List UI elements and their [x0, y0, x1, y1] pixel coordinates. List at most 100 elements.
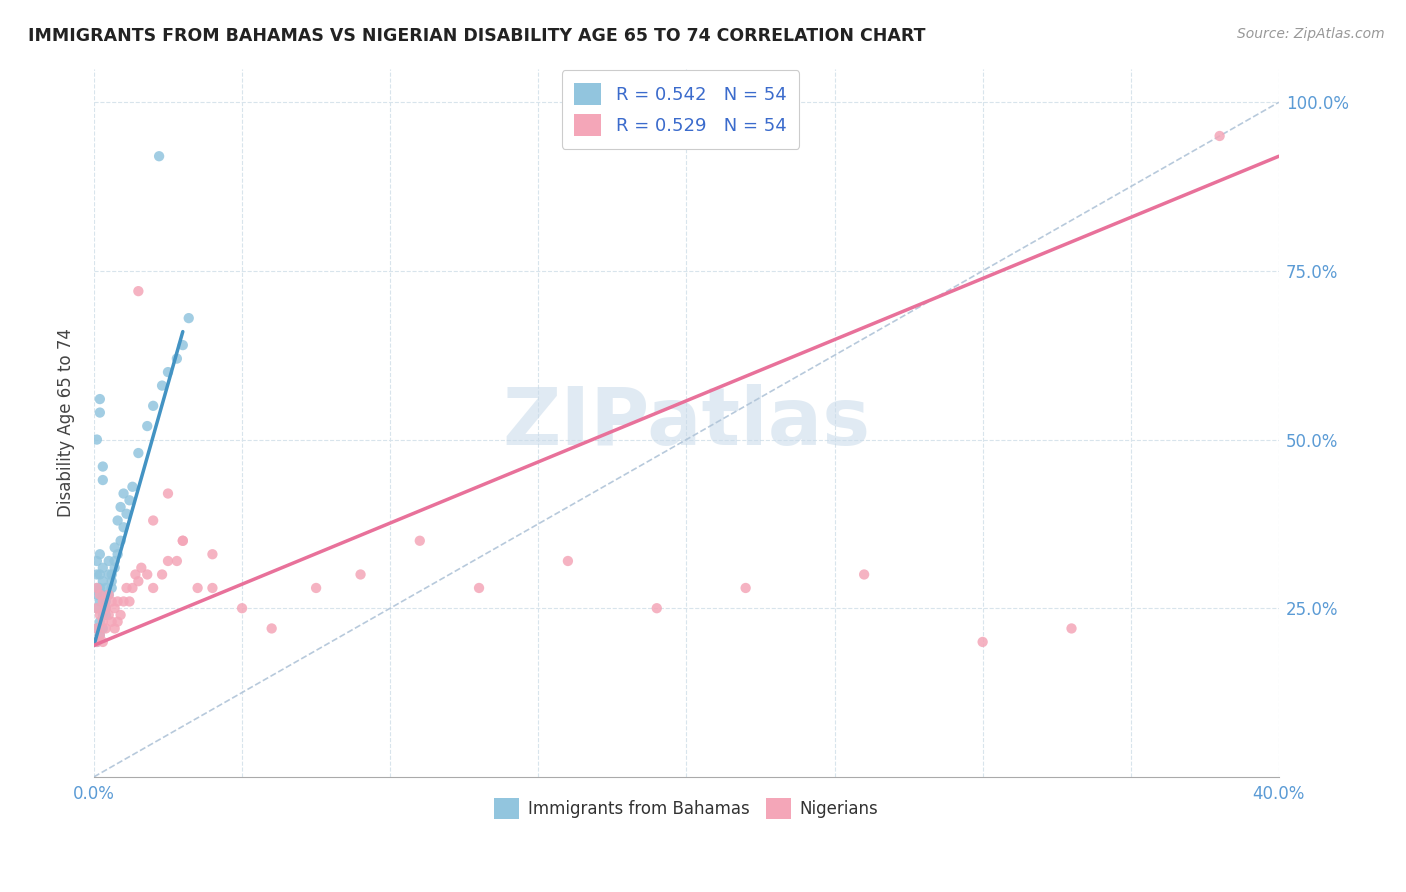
- Point: [97, 588, 120, 602]
- Point: [201, 547, 224, 561]
- Point: [972, 635, 994, 649]
- Point: [89, 628, 111, 642]
- Point: [110, 607, 132, 622]
- Point: [94, 607, 117, 622]
- Point: [94, 622, 117, 636]
- Point: [172, 338, 194, 352]
- Point: [100, 567, 122, 582]
- Point: [89, 607, 111, 622]
- Point: [645, 601, 668, 615]
- Point: [142, 581, 165, 595]
- Point: [110, 500, 132, 514]
- Point: [100, 594, 122, 608]
- Point: [107, 615, 129, 629]
- Point: [91, 635, 114, 649]
- Text: ZIPatlas: ZIPatlas: [502, 384, 870, 462]
- Point: [89, 615, 111, 629]
- Text: Source: ZipAtlas.com: Source: ZipAtlas.com: [1237, 27, 1385, 41]
- Point: [112, 520, 135, 534]
- Point: [86, 601, 108, 615]
- Point: [172, 533, 194, 548]
- Point: [115, 507, 138, 521]
- Point: [557, 554, 579, 568]
- Point: [86, 635, 108, 649]
- Point: [104, 622, 127, 636]
- Point: [91, 594, 114, 608]
- Point: [94, 601, 117, 615]
- Point: [89, 581, 111, 595]
- Point: [156, 486, 179, 500]
- Point: [231, 601, 253, 615]
- Point: [127, 574, 149, 589]
- Point: [104, 601, 127, 615]
- Point: [166, 554, 188, 568]
- Point: [86, 601, 108, 615]
- Point: [127, 446, 149, 460]
- Point: [156, 365, 179, 379]
- Point: [131, 560, 153, 574]
- Point: [91, 560, 114, 574]
- Point: [94, 601, 117, 615]
- Point: [86, 554, 108, 568]
- Point: [107, 514, 129, 528]
- Point: [86, 622, 108, 636]
- Point: [853, 567, 876, 582]
- Point: [89, 588, 111, 602]
- Legend: Immigrants from Bahamas, Nigerians: Immigrants from Bahamas, Nigerians: [488, 791, 884, 825]
- Point: [112, 594, 135, 608]
- Point: [150, 567, 173, 582]
- Point: [86, 567, 108, 582]
- Point: [201, 581, 224, 595]
- Point: [91, 607, 114, 622]
- Point: [100, 574, 122, 589]
- Point: [100, 581, 122, 595]
- Point: [104, 554, 127, 568]
- Point: [112, 486, 135, 500]
- Point: [89, 392, 111, 406]
- Point: [177, 311, 200, 326]
- Point: [1060, 622, 1083, 636]
- Point: [118, 493, 141, 508]
- Point: [305, 581, 328, 595]
- Point: [89, 406, 111, 420]
- Point: [142, 514, 165, 528]
- Point: [91, 588, 114, 602]
- Point: [349, 567, 371, 582]
- Point: [110, 533, 132, 548]
- Point: [734, 581, 756, 595]
- Point: [107, 594, 129, 608]
- Point: [89, 594, 111, 608]
- Point: [89, 567, 111, 582]
- Point: [86, 622, 108, 636]
- Y-axis label: Disability Age 65 to 74: Disability Age 65 to 74: [58, 328, 75, 517]
- Point: [187, 581, 209, 595]
- Point: [172, 533, 194, 548]
- Point: [91, 473, 114, 487]
- Point: [94, 581, 117, 595]
- Point: [166, 351, 188, 366]
- Point: [148, 149, 170, 163]
- Point: [86, 588, 108, 602]
- Point: [91, 622, 114, 636]
- Point: [115, 581, 138, 595]
- Point: [121, 581, 143, 595]
- Point: [86, 581, 108, 595]
- Point: [142, 399, 165, 413]
- Text: IMMIGRANTS FROM BAHAMAS VS NIGERIAN DISABILITY AGE 65 TO 74 CORRELATION CHART: IMMIGRANTS FROM BAHAMAS VS NIGERIAN DISA…: [28, 27, 925, 45]
- Point: [150, 378, 173, 392]
- Point: [107, 547, 129, 561]
- Point: [1208, 128, 1230, 143]
- Point: [468, 581, 491, 595]
- Point: [94, 594, 117, 608]
- Point: [89, 628, 111, 642]
- Point: [118, 594, 141, 608]
- Point: [136, 419, 159, 434]
- Point: [86, 433, 108, 447]
- Point: [97, 588, 120, 602]
- Point: [86, 635, 108, 649]
- Point: [91, 459, 114, 474]
- Point: [127, 284, 149, 298]
- Point: [409, 533, 432, 548]
- Point: [260, 622, 283, 636]
- Point: [86, 581, 108, 595]
